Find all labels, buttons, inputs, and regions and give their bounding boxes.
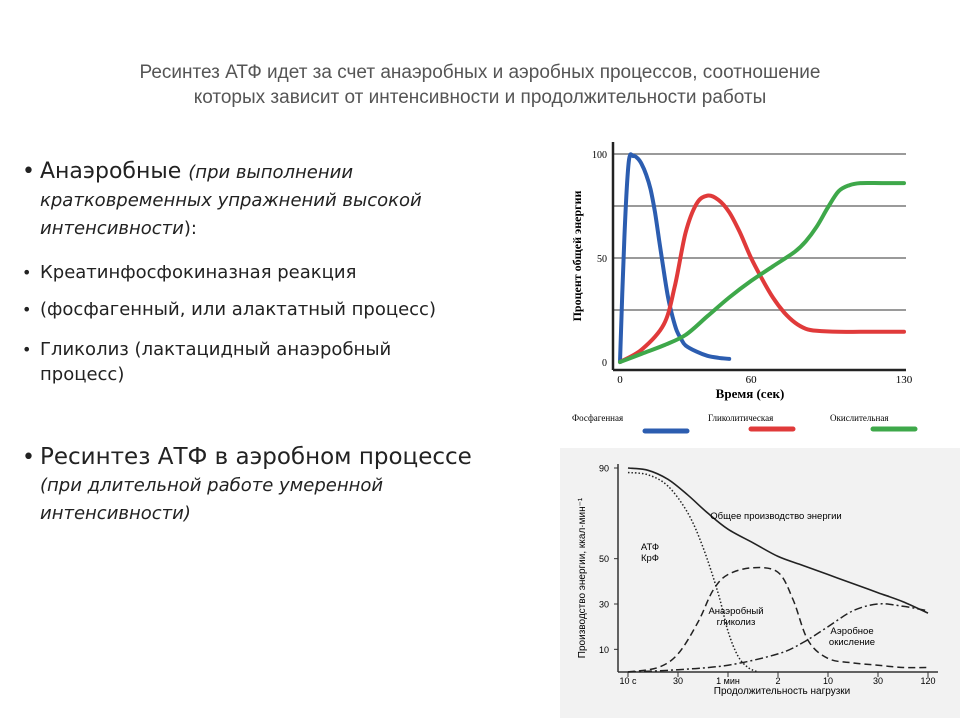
c2-background <box>560 448 960 718</box>
slide-title-line2: которых зависит от интенсивности и продо… <box>193 87 767 108</box>
c2-annotation-glycolysis: гликолиз <box>717 617 756 628</box>
c2-series-line <box>627 467 929 614</box>
c1-y-tick-label: 0 <box>602 358 607 369</box>
slide-title-line1: Ресинтез АТФ идет за счет анаэробных и а… <box>139 62 821 83</box>
c2-x-tick-label: 30 <box>873 676 883 686</box>
bullet-phosphagen-text: (фосфагенный, или алактатный процесс) <box>40 299 436 320</box>
bullet-dot: • <box>22 159 35 184</box>
bullet-dot: • <box>22 445 35 470</box>
c2-x-tick-label: 30 <box>673 676 683 686</box>
energy-percent-chart: 0 50 100 0 60 130 Процент общей энергии Время… <box>570 142 918 434</box>
c1-x-tick-label: 0 <box>617 374 623 386</box>
c2-y-tick-label: 10 <box>599 645 609 655</box>
c2-annotation-oxidation: окисление <box>829 637 875 648</box>
bullet-anaerobic-tail: ): <box>183 218 197 239</box>
c2-x-tick-label: 120 <box>920 676 935 686</box>
c2-x-axis-label: Продолжительность нагрузки <box>714 686 851 697</box>
c1-ticks: 0 50 100 0 60 130 <box>592 150 913 386</box>
bullet-aerobic-l2: интенсивности) <box>40 503 191 524</box>
bullet-aerobic-main: Ресинтез АТФ в аэробном процессе <box>40 444 472 470</box>
c1-series-line <box>618 180 906 364</box>
c2-annotation-total: Общее производство энергии <box>710 511 841 522</box>
c1-y-tick-label: 50 <box>597 254 607 265</box>
c1-lines <box>618 152 906 364</box>
c2-lines <box>627 467 929 673</box>
c2-series-line <box>627 603 929 673</box>
bullet-anaerobic-main: Анаэробные <box>40 159 182 184</box>
c2-x-tick-label: 2 <box>775 676 780 686</box>
bullet-aerobic-l1: (при длительной работе умеренной <box>40 475 384 496</box>
c1-x-axis-label: Время (сек) <box>716 386 785 401</box>
c1-series-line <box>618 193 906 364</box>
c1-legend-label: Гликолитическая <box>708 413 773 423</box>
c2-y-tick-label: 50 <box>599 554 609 564</box>
c2-series-line <box>627 566 929 673</box>
c2-y-axis-label: Производство энергии, ккал·мин⁻¹ <box>577 497 588 658</box>
slide-title: Ресинтез АТФ идет за счет анаэробных и а… <box>40 60 920 110</box>
energy-production-chart: 90 50 30 10 10 с 30 1 мин 2 10 30 120 Производство… <box>560 448 960 718</box>
c2-annotation-aerobic: Аэробное <box>830 626 873 637</box>
c1-series-line <box>618 152 732 364</box>
c2-x-tick-label: 10 <box>823 676 833 686</box>
c1-legend: Фосфагенная Гликолитическая Окислительная <box>572 413 918 434</box>
c2-ticks: 90 50 30 10 10 с 30 1 мин 2 10 30 120 <box>599 464 936 687</box>
c1-y-axis-label: Процент общей энергии <box>570 191 584 322</box>
c1-x-tick-label: 130 <box>896 374 913 386</box>
bullet-dot: • <box>22 340 32 359</box>
c2-y-tick-label: 90 <box>599 464 609 474</box>
c2-y-tick-label: 30 <box>599 600 609 610</box>
bullet-anaerobic-l1: (при выполнении <box>188 162 354 183</box>
bullet-dot: • <box>22 263 32 282</box>
c2-x-tick-label: 1 мин <box>716 676 740 686</box>
c1-y-tick-label: 100 <box>592 150 607 161</box>
c2-annotation-atp: АТФ <box>641 542 659 553</box>
c1-legend-label: Окислительная <box>830 413 888 423</box>
bullet-glycolysis-l1: Гликолиз (лактацидный анаэробный <box>40 339 392 360</box>
c2-annotation-anaerobic: Анаэробный <box>708 606 763 617</box>
c2-annotation-crp: КрФ <box>641 553 659 564</box>
bullet-dot: • <box>22 300 32 319</box>
c2-x-tick-label: 10 с <box>619 676 637 686</box>
bullet-anaerobic-l2: кратковременных упражнений высокой <box>40 190 422 211</box>
bullet-creatine-text: Креатинфосфокиназная реакция <box>40 262 357 283</box>
c1-x-tick-label: 60 <box>746 374 758 386</box>
bullet-anaerobic-l3: интенсивности <box>40 218 184 239</box>
bullet-glycolysis-l2: процесс) <box>40 364 125 385</box>
c1-legend-label: Фосфагенная <box>572 413 623 423</box>
